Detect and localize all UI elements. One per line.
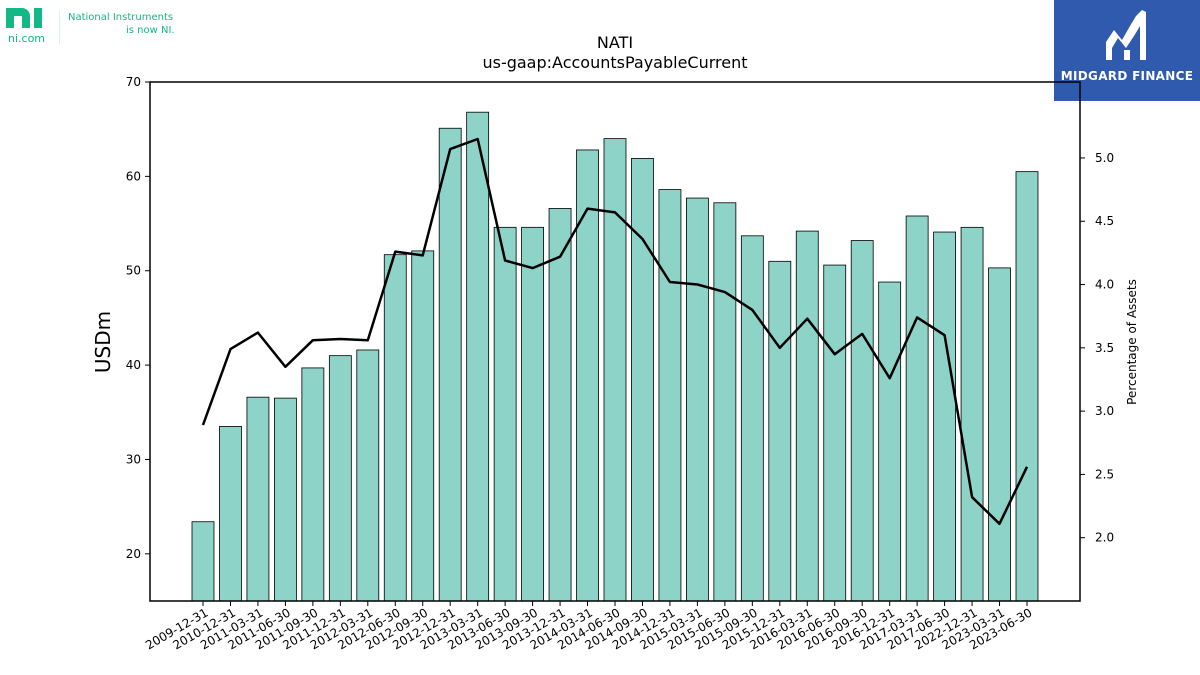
bar — [356, 349, 380, 602]
bar — [713, 202, 737, 602]
bar — [960, 226, 984, 602]
bar — [878, 281, 902, 602]
midgard-finance-logo: MIDGARD FINANCE — [1054, 0, 1200, 101]
bar — [438, 127, 462, 602]
line-series — [201, 137, 1029, 526]
y2-tick-label: 5.0 — [1095, 151, 1114, 165]
bar — [273, 397, 297, 602]
y-tick-label: 30 — [126, 452, 141, 466]
y2-tick-label: 4.0 — [1095, 278, 1114, 292]
bar — [246, 396, 270, 602]
bar — [493, 226, 517, 602]
bar — [740, 235, 764, 602]
bar — [631, 158, 654, 602]
chart-subtitle: us-gaap:AccountsPayableCurrent — [482, 53, 747, 72]
bar — [548, 208, 572, 602]
bar — [933, 231, 956, 602]
ni-logo-mark-icon — [6, 8, 42, 28]
bar — [988, 267, 1011, 602]
bar — [411, 250, 435, 602]
chart-title: NATI — [597, 33, 633, 52]
ni-tagline-line2: is now NI. — [126, 25, 175, 36]
bar — [383, 254, 407, 602]
y2-tick-label: 4.5 — [1095, 214, 1114, 228]
y2-axis-label: Percentage of Assets — [1125, 279, 1139, 405]
bar — [905, 215, 929, 602]
y2-tick-label: 3.5 — [1095, 341, 1114, 355]
ni-tagline-line1: National Instruments — [68, 12, 174, 23]
ni-logo: ni.com National Instruments is now NI. — [4, 4, 194, 46]
y-axis-label: USDm — [91, 311, 115, 373]
y2-tick-label: 2.0 — [1095, 531, 1114, 545]
bar — [768, 260, 792, 602]
y-tick-label: 50 — [126, 264, 141, 278]
bar — [823, 264, 847, 602]
percentage-line — [201, 137, 1029, 526]
bar — [603, 138, 627, 602]
y-tick-label: 20 — [126, 547, 141, 561]
y-tick-label: 60 — [126, 169, 141, 183]
bar — [1015, 171, 1039, 602]
x-axis: 2009-12-312010-12-312011-03-312011-06-30… — [143, 601, 1035, 652]
ni-url-text: ni.com — [8, 32, 46, 45]
bar — [328, 355, 352, 602]
bar — [850, 240, 874, 602]
bar — [466, 111, 490, 602]
midgard-logo-mark-icon — [1106, 10, 1146, 60]
bar — [219, 426, 242, 602]
bar — [301, 367, 325, 602]
y2-tick-label: 3.0 — [1095, 404, 1114, 418]
y-tick-label: 40 — [126, 358, 141, 372]
ni-logo-divider — [59, 10, 60, 44]
bar — [686, 197, 709, 602]
bar — [658, 189, 682, 602]
bar — [795, 230, 819, 602]
bar — [576, 149, 599, 602]
bar — [521, 226, 544, 602]
midgard-finance-name: MIDGARD FINANCE — [1060, 69, 1194, 83]
y2-tick-label: 2.5 — [1095, 467, 1114, 481]
y-tick-label: 70 — [126, 75, 141, 89]
right-axis: 2.0 2.5 3.0 3.5 4.0 4.5 5.0 — [1080, 151, 1114, 545]
left-axis: 20 30 40 50 60 70 — [126, 75, 150, 561]
bar-series — [191, 111, 1039, 602]
bar — [191, 521, 215, 602]
